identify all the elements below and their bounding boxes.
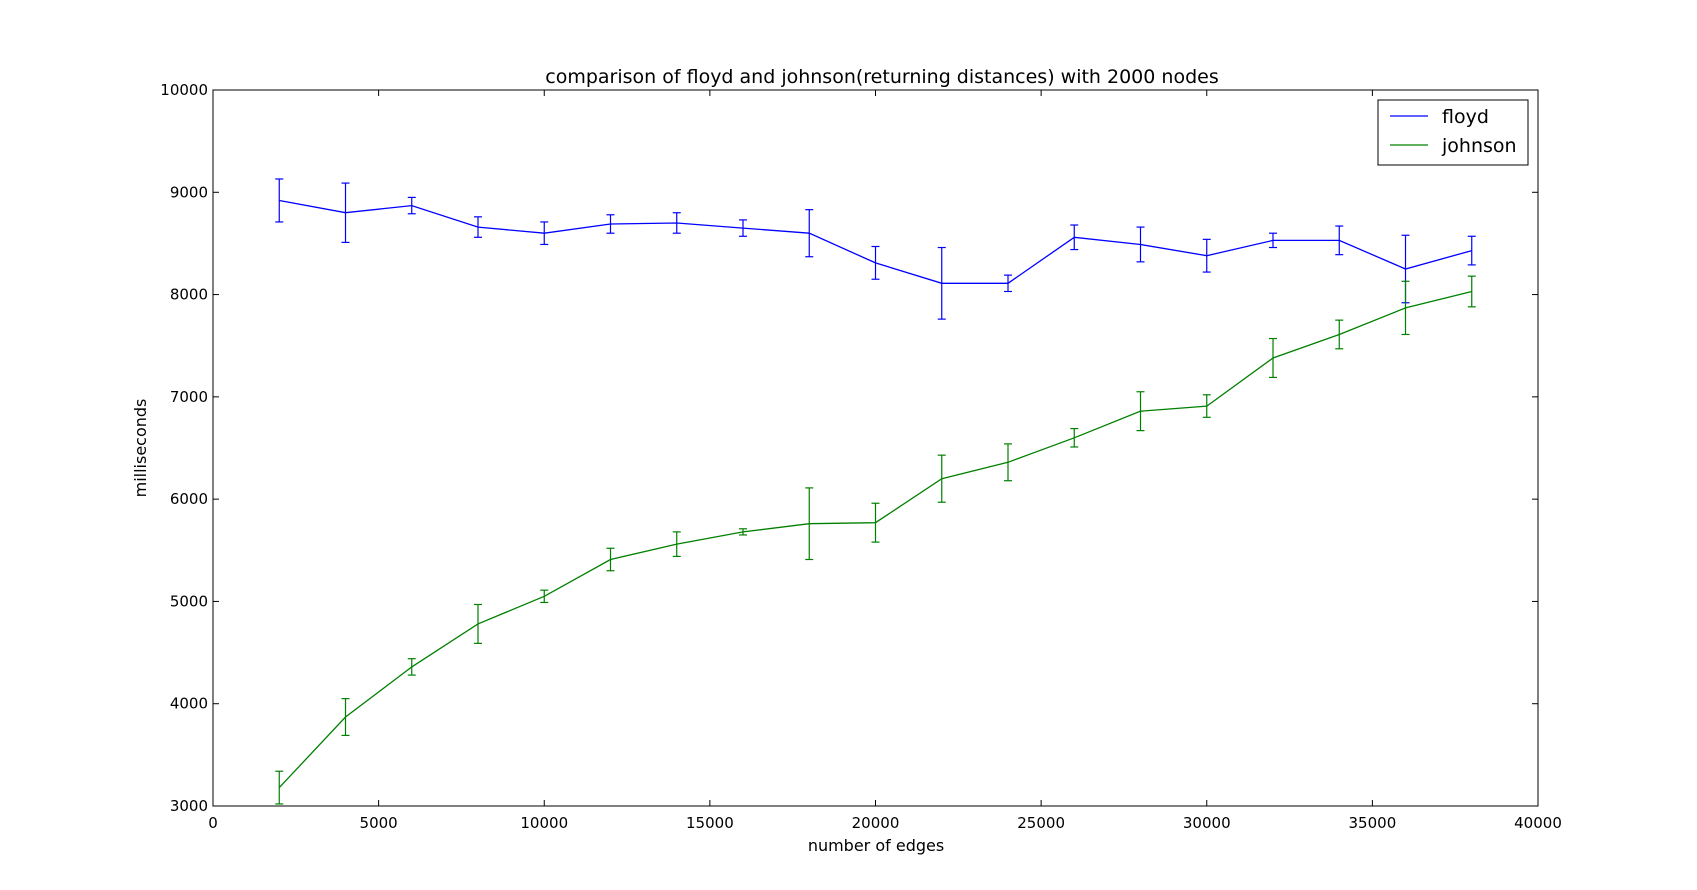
error-bar-floyd: [672, 212, 681, 234]
series-johnson: [275, 275, 1476, 805]
error-bar-johnson: [1070, 427, 1079, 448]
error-bar-floyd: [606, 214, 615, 234]
x-tick-label: 40000: [1514, 814, 1562, 832]
error-bar-floyd: [805, 209, 814, 258]
y-tick-label: 5000: [170, 592, 208, 610]
error-bar-floyd: [871, 245, 880, 280]
error-bar-johnson: [606, 547, 615, 572]
error-bar-johnson: [672, 531, 681, 558]
error-bar-floyd: [739, 219, 747, 237]
y-tick-label: 3000: [170, 797, 208, 815]
x-tick-label: 20000: [852, 814, 900, 832]
error-bar-floyd: [937, 246, 946, 320]
error-bar-johnson: [937, 454, 946, 503]
error-bar-johnson: [1335, 319, 1344, 350]
x-tick-label: 25000: [1017, 814, 1065, 832]
legend-box: [1377, 99, 1529, 166]
error-bar-johnson: [1004, 443, 1012, 482]
error-bar-floyd: [1070, 224, 1079, 251]
error-bar-floyd: [1467, 235, 1476, 266]
error-bar-johnson: [474, 603, 482, 644]
y-axis: 3000 4000 5000 6000 7000 8000 9000 10000: [160, 81, 1538, 815]
y-tick-label: 9000: [170, 183, 208, 201]
x-tick-label: 15000: [686, 814, 734, 832]
error-bar-floyd: [341, 182, 350, 244]
error-bar-johnson: [1269, 337, 1277, 379]
x-tick-label: 0: [208, 814, 218, 832]
error-bar-floyd: [1202, 238, 1211, 273]
legend-label-johnson: johnson: [1441, 135, 1517, 157]
error-bar-floyd: [474, 216, 482, 238]
error-bar-floyd: [1269, 232, 1277, 249]
error-bar-johnson: [1136, 391, 1145, 432]
error-bar-floyd: [407, 196, 416, 215]
error-bar-floyd: [540, 221, 549, 246]
error-bar-johnson: [341, 697, 350, 737]
y-tick-label: 8000: [170, 286, 208, 304]
x-axis-title: number of edges: [808, 836, 944, 855]
x-axis: 0 5000 10000 15000 20000 25000 30000 35000 40000: [208, 90, 1562, 832]
x-tick-label: 5000: [360, 814, 398, 832]
y-tick-label: 10000: [160, 81, 208, 99]
y-tick-label: 6000: [170, 490, 208, 508]
error-bar-johnson: [1202, 394, 1211, 418]
plot-area: [213, 90, 1538, 806]
error-bar-johnson: [1401, 280, 1410, 336]
chart-title: comparison of floyd and johnson(returnin…: [545, 66, 1218, 88]
error-bar-floyd: [275, 178, 284, 223]
y-tick-label: 7000: [170, 388, 208, 406]
series-layer: [275, 178, 1476, 805]
x-tick-label: 30000: [1183, 814, 1231, 832]
error-bar-johnson: [1467, 275, 1476, 308]
y-tick-label: 4000: [170, 695, 208, 713]
error-bar-johnson: [275, 770, 284, 805]
error-bar-floyd: [1335, 225, 1344, 256]
error-bar-johnson: [739, 528, 747, 536]
error-bar-johnson: [805, 487, 814, 561]
legend: floyd johnson: [1377, 99, 1529, 166]
legend-label-floyd: floyd: [1442, 106, 1489, 128]
error-bar-johnson: [540, 589, 549, 604]
error-bar-johnson: [871, 502, 880, 543]
x-tick-label: 35000: [1349, 814, 1397, 832]
error-bar-floyd: [1136, 226, 1145, 263]
error-bar-johnson: [407, 658, 416, 676]
error-bar-floyd: [1004, 274, 1012, 293]
y-axis-title: milliseconds: [131, 399, 150, 498]
x-tick-label: 10000: [520, 814, 568, 832]
